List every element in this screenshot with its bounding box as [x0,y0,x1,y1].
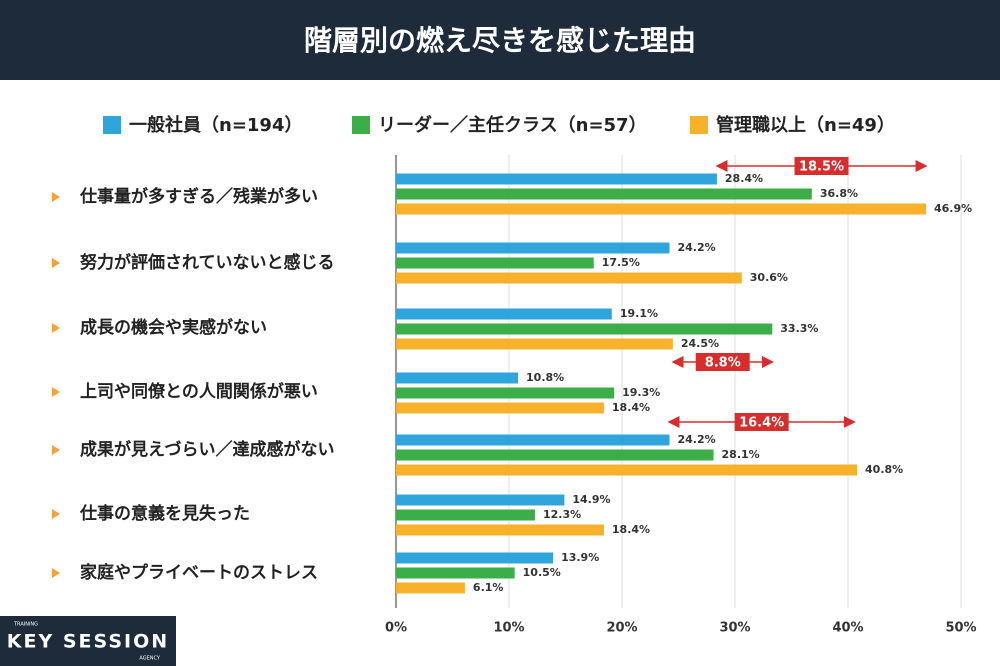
category-label: 成果が見えづらい／達成感がない [80,439,335,460]
category-label: 家庭やプライベートのストレス [80,562,318,583]
bar [396,509,535,521]
value-label: 12.3% [543,508,581,521]
x-tick-label: 20% [606,621,637,636]
bar [396,402,604,414]
logo-main: KEY SESSION [7,631,169,653]
value-label: 24.2% [677,433,715,446]
category-label: 仕事の意義を見失った [79,503,250,524]
bar [396,323,773,335]
x-tick-label: 0% [385,621,407,636]
category-marker [52,258,60,268]
bar [396,582,465,594]
bar [396,567,515,579]
value-label: 28.4% [725,172,763,185]
bar [396,257,594,269]
category-marker [52,568,60,578]
value-label: 14.9% [572,493,610,506]
value-label: 24.2% [677,241,715,254]
bar [396,338,673,350]
annotation-box [794,157,849,175]
value-label: 46.9% [934,202,972,215]
value-label: 18.4% [612,401,650,414]
category-label: 上司や同僚との人間関係が悪い [80,381,318,402]
category-marker [52,323,60,333]
value-label: 10.5% [523,566,561,579]
logo-top: TRAINING [13,622,38,628]
annotation-label: 18.5% [799,160,844,175]
value-label: 19.1% [620,307,658,320]
annotation-box [734,413,789,431]
bar [396,464,858,476]
bar [396,552,554,564]
bar [396,524,604,536]
category-label: 仕事量が多すぎる／残業が多い [79,186,318,207]
value-label: 30.6% [750,271,788,284]
logo-box [0,616,176,666]
legend-swatch [690,116,708,134]
category-marker [52,192,60,202]
logo-bottom: AGENCY [139,656,161,662]
bar [396,449,714,461]
x-tick-label: 40% [832,621,863,636]
bar [396,272,742,284]
annotation-label: 16.4% [739,416,784,431]
legend-label: 管理職以上（n=49） [716,114,895,136]
value-label: 24.5% [681,337,719,350]
x-tick-label: 30% [719,621,750,636]
x-tick-label: 10% [493,621,524,636]
value-label: 6.1% [473,581,504,594]
legend-swatch [103,116,121,134]
category-label: 成長の機会や実感がない [80,317,267,338]
bar [396,372,519,384]
bar [396,188,812,200]
value-label: 19.3% [622,386,660,399]
bar [396,308,612,320]
bar [396,173,717,185]
value-label: 10.8% [526,371,564,384]
annotation-box [695,353,750,371]
category-marker [52,387,60,397]
bar [396,387,615,399]
legend-label: 一般社員（n=194） [129,114,302,136]
legend-swatch [352,116,370,134]
value-label: 28.1% [722,448,760,461]
title-bar [0,0,1000,80]
value-label: 33.3% [780,322,818,335]
category-marker [52,509,60,519]
value-label: 36.8% [820,187,858,200]
value-label: 13.9% [561,551,599,564]
category-marker [52,445,60,455]
chart-title: 階層別の燃え尽きを感じた理由 [304,24,696,57]
category-label: 努力が評価されていないと感じる [80,252,335,273]
value-label: 18.4% [612,523,650,536]
bar [396,203,926,215]
bar [396,242,670,254]
value-label: 17.5% [602,256,640,269]
bar [396,494,565,506]
x-tick-label: 50% [945,621,976,636]
annotation-label: 8.8% [705,356,741,371]
bar [396,434,670,446]
legend-label: リーダー／主任クラス（n=57） [378,114,647,136]
value-label: 40.8% [865,463,903,476]
